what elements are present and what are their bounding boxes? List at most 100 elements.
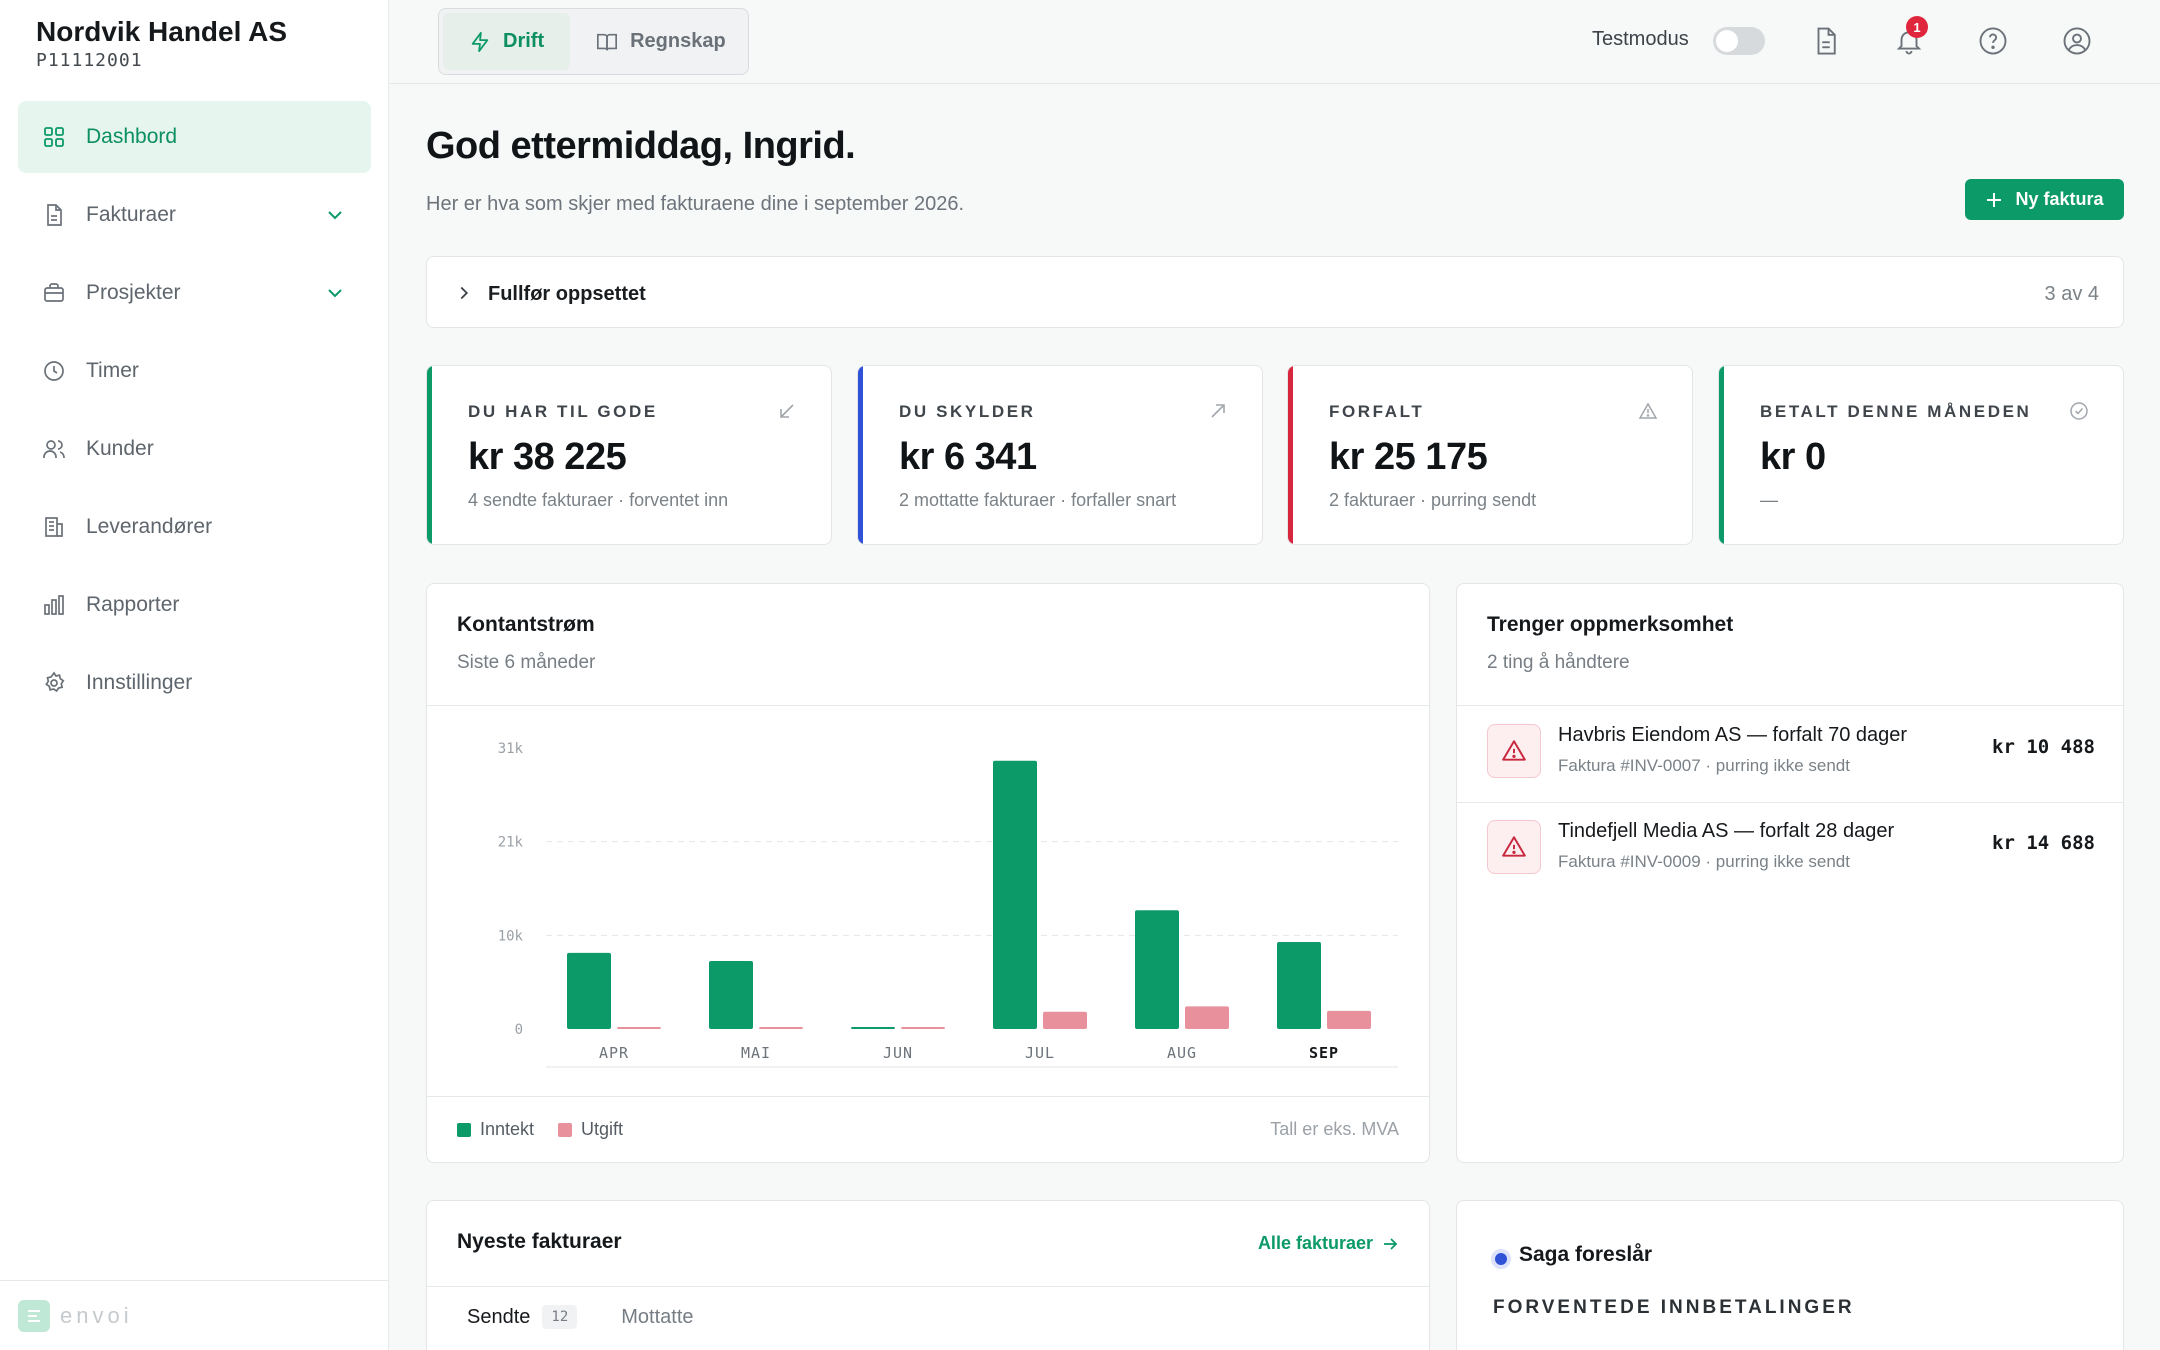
building-icon <box>42 515 66 539</box>
cashflow-chart: 0 10k 21k 31k APR MAI JUN JUL AUG SEP <box>498 741 1398 1068</box>
help-icon[interactable] <box>1978 26 2008 56</box>
y-tick-label: 10k <box>498 928 524 944</box>
mode-switch: Drift Regnskap <box>438 8 749 75</box>
brand-name: envoi <box>60 1302 133 1328</box>
sidebar-item-prosjekter[interactable]: Prosjekter <box>18 257 371 329</box>
cashflow-subtitle: Siste 6 måneder <box>457 652 596 673</box>
tab-drift[interactable]: Drift <box>443 13 571 70</box>
bar-chart-icon <box>42 593 66 617</box>
y-tick-label: 21k <box>498 835 524 851</box>
cashflow-card: Kontantstrøm Siste 6 måneder Inntekt Utg… <box>426 583 1430 1163</box>
attention-item[interactable]: Havbris Eiendom AS — forfalt 70 dager Fa… <box>1457 706 2123 802</box>
y-tick-label: 0 <box>515 1022 523 1038</box>
kpi-card-paid-this-month[interactable]: BETALT DENNE MÅNEDEN kr 0 — <box>1718 365 2124 545</box>
sidebar-item-kunder[interactable]: Kunder <box>18 413 371 485</box>
chart-legend: Inntekt Utgift <box>457 1119 647 1140</box>
tab-label: Sendte <box>467 1305 531 1328</box>
chevron-down-icon[interactable] <box>323 281 347 305</box>
check-circle-icon <box>2069 401 2089 421</box>
kpi-value: kr 0 <box>1760 436 1826 478</box>
kpi-note: — <box>1760 490 1778 510</box>
bar-utgift <box>1043 1011 1087 1029</box>
sidebar-footer: envoi <box>0 1280 389 1350</box>
sidebar-item-label: Kunder <box>86 437 154 460</box>
sidebar-item-rapporter[interactable]: Rapporter <box>18 569 371 641</box>
divider <box>1457 705 2123 706</box>
legend-item-income: Inntekt <box>457 1119 534 1140</box>
x-tick-label: SEP <box>1309 1044 1339 1062</box>
sidebar-item-fakturaer[interactable]: Fakturaer <box>18 179 371 251</box>
attention-item[interactable]: Tindefjell Media AS — forfalt 28 dager F… <box>1457 802 2123 898</box>
y-tick-label: 31k <box>498 741 524 757</box>
x-tick-label: JUL <box>1025 1044 1055 1062</box>
sidebar-item-label: Leverandører <box>86 515 213 538</box>
kpi-accent-bar <box>427 366 432 544</box>
bar-utgift <box>901 1027 945 1029</box>
page-subtitle: Her er hva som skjer med fakturaene dine… <box>426 193 965 215</box>
book-icon <box>596 31 618 53</box>
sidebar-item-innstillinger[interactable]: Innstillinger <box>18 647 371 719</box>
arrow-right-icon <box>1381 1235 1399 1253</box>
kpi-note: 2 fakturaer · purring sendt <box>1329 490 1537 510</box>
sidebar-item-timer[interactable]: Timer <box>18 335 371 407</box>
setup-progress-panel[interactable]: Fullfør oppsettet 3 av 4 <box>426 256 2124 328</box>
saga-title: Saga foreslår <box>1519 1243 1653 1266</box>
bar-inntekt <box>1277 941 1321 1029</box>
bar-utgift <box>1327 1010 1371 1029</box>
bar-inntekt <box>993 760 1037 1029</box>
attention-item-title: Havbris Eiendom AS — forfalt 70 dager <box>1558 724 1908 746</box>
tab-label: Regnskap <box>630 30 726 52</box>
all-invoices-link[interactable]: Alle fakturaer <box>1258 1233 1399 1254</box>
legend-label: Utgift <box>581 1119 624 1139</box>
testmodus-toggle[interactable] <box>1713 27 1765 55</box>
top-bar: Drift Regnskap Testmodus 1 <box>390 0 2160 84</box>
kpi-card-overdue[interactable]: FORFALT kr 25 175 2 fakturaer · purring … <box>1287 365 1693 545</box>
attention-title: Trenger oppmerksomhet <box>1487 613 1734 636</box>
new-invoice-button[interactable]: Ny faktura <box>1965 179 2124 220</box>
chevron-down-icon[interactable] <box>323 203 347 227</box>
attention-item-sub: Faktura #INV-0007 · purring ikke sendt <box>1558 756 1850 775</box>
setup-progress: 3 av 4 <box>2044 283 2099 305</box>
sidebar-item-label: Innstillinger <box>86 671 193 694</box>
sidebar-item-leverandorer[interactable]: Leverandører <box>18 491 371 563</box>
document-icon[interactable] <box>1811 26 1841 56</box>
user-account-icon[interactable] <box>2062 26 2092 56</box>
legend-swatch <box>457 1122 471 1137</box>
bar-inntekt <box>1135 910 1179 1029</box>
arrow-down-left-icon <box>777 401 797 421</box>
tab-mottatte[interactable]: Mottatte <box>621 1306 693 1329</box>
saga-card: Saga foreslår FORVENTEDE INNBETALINGER <box>1456 1200 2124 1350</box>
legend-item-expense: Utgift <box>558 1119 623 1140</box>
attention-item-title: Tindefjell Media AS — forfalt 28 dager <box>1558 820 1895 842</box>
latest-invoices-card: Nyeste fakturaer Alle fakturaer Sendte 1… <box>426 1200 1430 1350</box>
x-tick-label: JUN <box>883 1044 913 1062</box>
kpi-note: 2 mottatte fakturaer · forfaller snart <box>899 490 1177 510</box>
legend-swatch <box>558 1122 573 1137</box>
attention-subtitle: 2 ting å håndtere <box>1487 652 1630 673</box>
users-icon <box>42 437 66 461</box>
tab-sendte[interactable]: Sendte 12 <box>467 1305 578 1329</box>
kpi-card-receivable[interactable]: DU HAR TIL GODE kr 38 225 4 sendte faktu… <box>426 365 832 545</box>
bar-inntekt <box>851 1027 895 1029</box>
document-icon <box>42 203 66 227</box>
kpi-card-payable[interactable]: DU SKYLDER kr 6 341 2 mottatte fakturaer… <box>857 365 1263 545</box>
legend-label: Inntekt <box>480 1119 535 1139</box>
bar-utgift <box>617 1027 661 1029</box>
kpi-label: DU HAR TIL GODE <box>468 402 658 421</box>
sidebar-item-label: Dashbord <box>86 125 178 148</box>
new-invoice-label: Ny faktura <box>2015 189 2104 209</box>
attention-item-sub: Faktura #INV-0009 · purring ikke sendt <box>1558 852 1850 871</box>
kpi-value: kr 6 341 <box>899 436 1037 478</box>
tab-regnskap[interactable]: Regnskap <box>570 13 752 70</box>
sidebar-item-dashbord[interactable]: Dashbord <box>18 101 371 173</box>
sidebar-item-label: Prosjekter <box>86 281 181 304</box>
notification-badge: 1 <box>1906 16 1928 38</box>
attention-item-amount: kr 10 488 <box>1992 736 2095 758</box>
chevron-right-icon <box>453 282 475 304</box>
company-name[interactable]: Nordvik Handel AS <box>36 16 288 47</box>
kpi-accent-bar <box>1719 366 1724 544</box>
kpi-label: BETALT DENNE MÅNEDEN <box>1760 402 2032 421</box>
arrow-up-right-icon <box>1208 401 1228 421</box>
brand-logo-icon <box>18 1299 50 1332</box>
divider <box>427 705 1429 706</box>
